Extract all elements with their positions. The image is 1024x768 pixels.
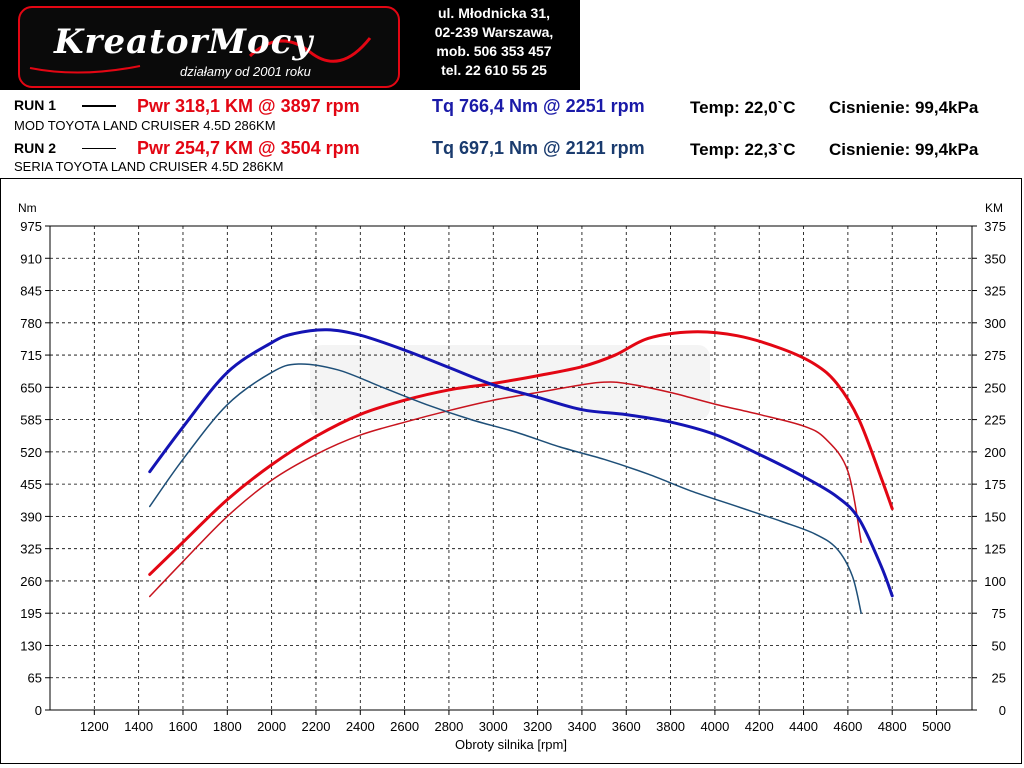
y-right-tick-label: 300	[984, 316, 1006, 331]
x-tick-label: 4200	[745, 719, 774, 734]
run-1-line-icon	[82, 105, 116, 107]
x-tick-label: 2600	[390, 719, 419, 734]
y-right-tick-label: 250	[984, 380, 1006, 395]
y-left-tick-label: 390	[20, 509, 42, 524]
y-right-tick-label: 50	[992, 638, 1006, 653]
y-left-tick-label: 845	[20, 284, 42, 299]
x-tick-label: 2400	[346, 719, 375, 734]
y-left-tick-label: 0	[35, 703, 42, 718]
y-right-tick-label: 350	[984, 251, 1006, 266]
y-right-tick-label: 100	[984, 574, 1006, 589]
x-tick-label: 1600	[169, 719, 198, 734]
y-left-tick-label: 325	[20, 542, 42, 557]
run-1-description: MOD TOYOTA LAND CRUISER 4.5D 286KM	[14, 118, 276, 133]
series-line-1	[148, 330, 894, 576]
y-right-tick-label: 150	[984, 509, 1006, 524]
x-tick-label: 4800	[878, 719, 907, 734]
run-1-label: RUN 1	[14, 97, 57, 113]
header-logo-block: KreatorMocy działamy od 2001 roku ul. Mł…	[0, 0, 580, 90]
run-1-temp: Temp: 22,0`C	[690, 98, 796, 117]
x-tick-label: 2000	[257, 719, 286, 734]
x-tick-label: 3400	[567, 719, 596, 734]
x-tick-label: 1400	[124, 719, 153, 734]
x-tick-label: 3000	[479, 719, 508, 734]
logo-wave-icon	[29, 37, 372, 74]
logo-text: KreatorMocy	[54, 22, 314, 62]
address-line: ul. Młodnicka 31,	[437, 5, 551, 21]
y-right-tick-label: 200	[984, 445, 1006, 460]
x-tick-label: 4600	[833, 719, 862, 734]
run-1-power: Pwr 318,1 KM @ 3897 rpm	[137, 96, 360, 116]
x-tick-label: 4400	[789, 719, 818, 734]
y-right-tick-label: 0	[999, 703, 1006, 718]
y-left-tick-label: 715	[20, 348, 42, 363]
y-right-tick-label: 25	[992, 671, 1006, 686]
y-left-tick-label: 65	[28, 671, 42, 686]
chart-grid	[50, 226, 972, 710]
run-2-label: RUN 2	[14, 140, 57, 156]
run-1-torque: Tq 766,4 Nm @ 2251 rpm	[432, 96, 645, 116]
y-left-axis-label: Nm	[18, 201, 37, 215]
y-right-tick-label: 275	[984, 348, 1006, 363]
x-tick-label: 2800	[434, 719, 463, 734]
chart-frame	[0, 178, 1022, 764]
run-2-line-icon	[82, 148, 116, 149]
logo-tagline: działamy od 2001 roku	[180, 64, 311, 79]
series-line-2	[148, 381, 862, 598]
y-left-tick-label: 975	[20, 219, 42, 234]
x-tick-label: 5000	[922, 719, 951, 734]
series-line-3	[148, 328, 894, 598]
x-tick-label: 3200	[523, 719, 552, 734]
run-2-description: SERIA TOYOTA LAND CRUISER 4.5D 286KM	[14, 159, 284, 174]
x-tick-label: 1800	[213, 719, 242, 734]
y-left-tick-label: 195	[20, 606, 42, 621]
address-block: ul. Młodnicka 31, 02-239 Warszawa, mob. …	[408, 4, 580, 80]
y-right-axis-label: KM	[985, 201, 1003, 215]
y-left-tick-label: 585	[20, 413, 42, 428]
x-tick-label: 3800	[656, 719, 685, 734]
run-2-temp: Temp: 22,3`C	[690, 140, 796, 159]
y-right-tick-label: 325	[984, 284, 1006, 299]
y-right-tick-label: 125	[984, 542, 1006, 557]
chart-labels: 1200 1400 1600 1800 2000 2200 2400 2600 2800 3000…	[18, 201, 1006, 752]
address-line: 02-239 Warszawa,	[434, 24, 554, 40]
y-left-tick-label: 520	[20, 445, 42, 460]
x-tick-label: 3600	[612, 719, 641, 734]
y-left-tick-label: 260	[20, 574, 42, 589]
address-line: mob. 506 353 457	[436, 43, 552, 59]
y-right-tick-label: 175	[984, 477, 1006, 492]
y-left-tick-label: 650	[20, 380, 42, 395]
plot-border	[49, 225, 973, 711]
y-right-tick-label: 375	[984, 219, 1006, 234]
x-tick-label: 2200	[302, 719, 331, 734]
run-2-power: Pwr 254,7 KM @ 3504 rpm	[137, 138, 360, 158]
run-2-pressure: Cisnienie: 99,4kPa	[829, 140, 979, 159]
y-left-tick-label: 910	[20, 251, 42, 266]
y-left-tick-label: 455	[20, 477, 42, 492]
chart-series	[148, 328, 894, 614]
chart-axes	[45, 225, 977, 715]
series-line-4	[148, 363, 862, 614]
y-left-tick-label: 780	[20, 316, 42, 331]
x-tick-label: 4000	[700, 719, 729, 734]
y-left-tick-label: 130	[20, 638, 42, 653]
logo: KreatorMocy działamy od 2001 roku	[18, 6, 400, 88]
watermark-logo	[310, 345, 710, 420]
address-line: tel. 22 610 55 25	[441, 62, 547, 78]
x-tick-label: 1200	[80, 719, 109, 734]
y-right-tick-label: 225	[984, 413, 1006, 428]
x-axis-label: Obroty silnika [rpm]	[455, 737, 567, 752]
y-right-tick-label: 75	[992, 606, 1006, 621]
run-1-pressure: Cisnienie: 99,4kPa	[829, 98, 979, 117]
run-2-torque: Tq 697,1 Nm @ 2121 rpm	[432, 138, 645, 158]
